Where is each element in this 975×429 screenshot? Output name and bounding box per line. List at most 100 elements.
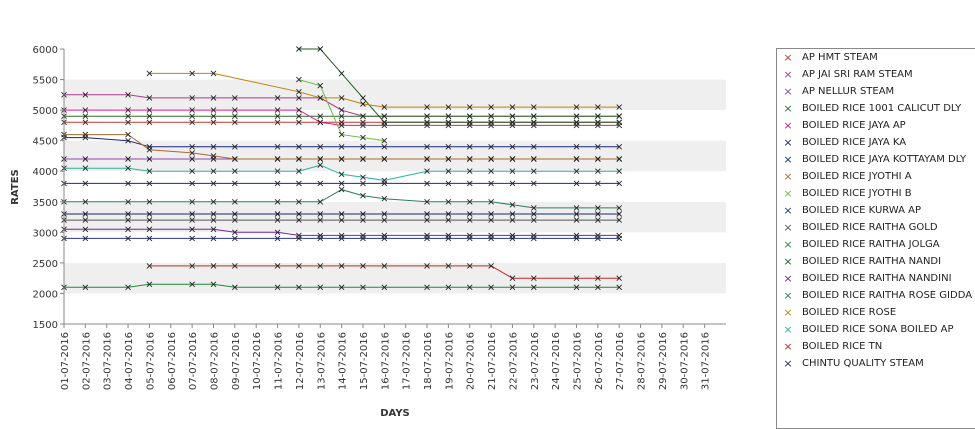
data-point <box>616 211 623 217</box>
data-point <box>189 70 195 77</box>
data-point <box>445 263 452 269</box>
data-point <box>274 107 281 113</box>
data-point <box>146 198 153 205</box>
data-point <box>146 263 153 269</box>
x-tick-label: 03-07-2016 <box>103 332 114 390</box>
series-line <box>64 228 620 236</box>
data-point <box>509 211 516 217</box>
series-line <box>64 137 620 148</box>
series-group <box>61 113 623 120</box>
series-group <box>61 186 623 211</box>
data-point <box>530 217 537 223</box>
y-tick-label: 3000 <box>33 228 58 239</box>
data-point <box>488 217 494 223</box>
data-point <box>573 156 580 162</box>
data-point <box>296 180 302 187</box>
data-point <box>210 153 217 159</box>
data-point <box>210 143 217 150</box>
data-point <box>317 217 324 223</box>
data-point <box>232 263 238 269</box>
series-line <box>64 189 620 209</box>
data-point <box>424 284 430 291</box>
x-ticks: 01-07-2016 02-07-2016 03-07-2016 04-07-2016… <box>60 324 712 390</box>
data-point <box>381 195 388 202</box>
legend-swatch-icon: × <box>783 51 793 64</box>
x-tick-label: 23-07-2016 <box>530 332 541 390</box>
data-point <box>189 217 195 223</box>
data-point <box>573 217 580 223</box>
series-group <box>61 162 623 184</box>
data-point <box>530 143 537 150</box>
data-point <box>381 211 388 217</box>
legend-swatch-icon: × <box>783 119 793 132</box>
data-point <box>189 198 195 205</box>
series-group <box>61 211 623 217</box>
data-point <box>509 168 516 175</box>
series-group <box>61 134 623 150</box>
data-point <box>210 70 217 77</box>
data-point <box>232 211 238 217</box>
y-tick-label: 2000 <box>33 289 58 300</box>
data-point <box>189 143 195 150</box>
data-point <box>210 198 217 205</box>
data-point <box>82 92 89 98</box>
legend-item: × CHINTU QUALITY STEAM <box>781 358 975 369</box>
series-group <box>61 226 623 239</box>
y-ticks: 1500 2000 2500 3000 3500 4000 4500 5000 5500 6000 <box>33 45 64 331</box>
data-point <box>616 284 623 291</box>
data-point <box>360 263 366 269</box>
series-layer <box>61 46 623 291</box>
data-point <box>274 263 281 269</box>
data-point <box>445 168 452 175</box>
data-point <box>210 226 217 233</box>
data-point <box>210 119 217 126</box>
grid-band <box>64 262 726 294</box>
data-point <box>381 217 388 223</box>
data-point <box>210 281 217 288</box>
legend: × AP HMT STEAM × AP JAI SRI RAM STEAM × AP NE… <box>776 48 975 429</box>
data-point <box>146 235 153 242</box>
data-point <box>488 168 494 175</box>
data-point <box>488 284 494 291</box>
data-point <box>232 95 238 101</box>
legend-swatch-icon: × <box>783 170 793 183</box>
data-point <box>189 235 195 242</box>
data-point <box>509 156 516 162</box>
data-point <box>189 107 195 113</box>
x-tick-label: 01-07-2016 <box>60 332 71 390</box>
data-point <box>595 119 601 126</box>
series-group <box>146 263 623 281</box>
data-point <box>146 217 153 223</box>
data-point <box>125 235 131 242</box>
data-point <box>125 92 131 98</box>
data-point <box>424 156 430 162</box>
data-point <box>82 156 89 162</box>
data-point <box>232 229 238 236</box>
data-point <box>360 232 366 239</box>
x-tick-label: 26-07-2016 <box>594 332 605 390</box>
x-tick-label: 07-07-2016 <box>188 332 199 390</box>
legend-label: BOILED RICE TN <box>802 341 883 352</box>
data-point <box>338 107 345 113</box>
data-point <box>573 284 580 291</box>
data-point <box>296 263 302 269</box>
legend-label: AP HMT STEAM <box>802 52 878 63</box>
data-point <box>381 119 388 126</box>
data-point <box>317 284 324 291</box>
data-point <box>232 119 238 126</box>
legend-label: AP JAI SRI RAM STEAM <box>802 69 913 80</box>
data-point <box>125 113 131 120</box>
data-point <box>381 284 388 291</box>
data-point <box>296 217 302 223</box>
data-point <box>338 156 345 162</box>
data-point <box>296 156 302 162</box>
y-tick-label: 6000 <box>33 45 58 56</box>
data-point <box>488 180 494 187</box>
data-point <box>424 263 430 269</box>
data-point <box>424 168 430 175</box>
data-point <box>360 101 366 107</box>
x-tick-label: 04-07-2016 <box>124 332 135 390</box>
data-point <box>125 137 131 144</box>
data-point <box>509 180 516 187</box>
data-point <box>424 232 430 239</box>
